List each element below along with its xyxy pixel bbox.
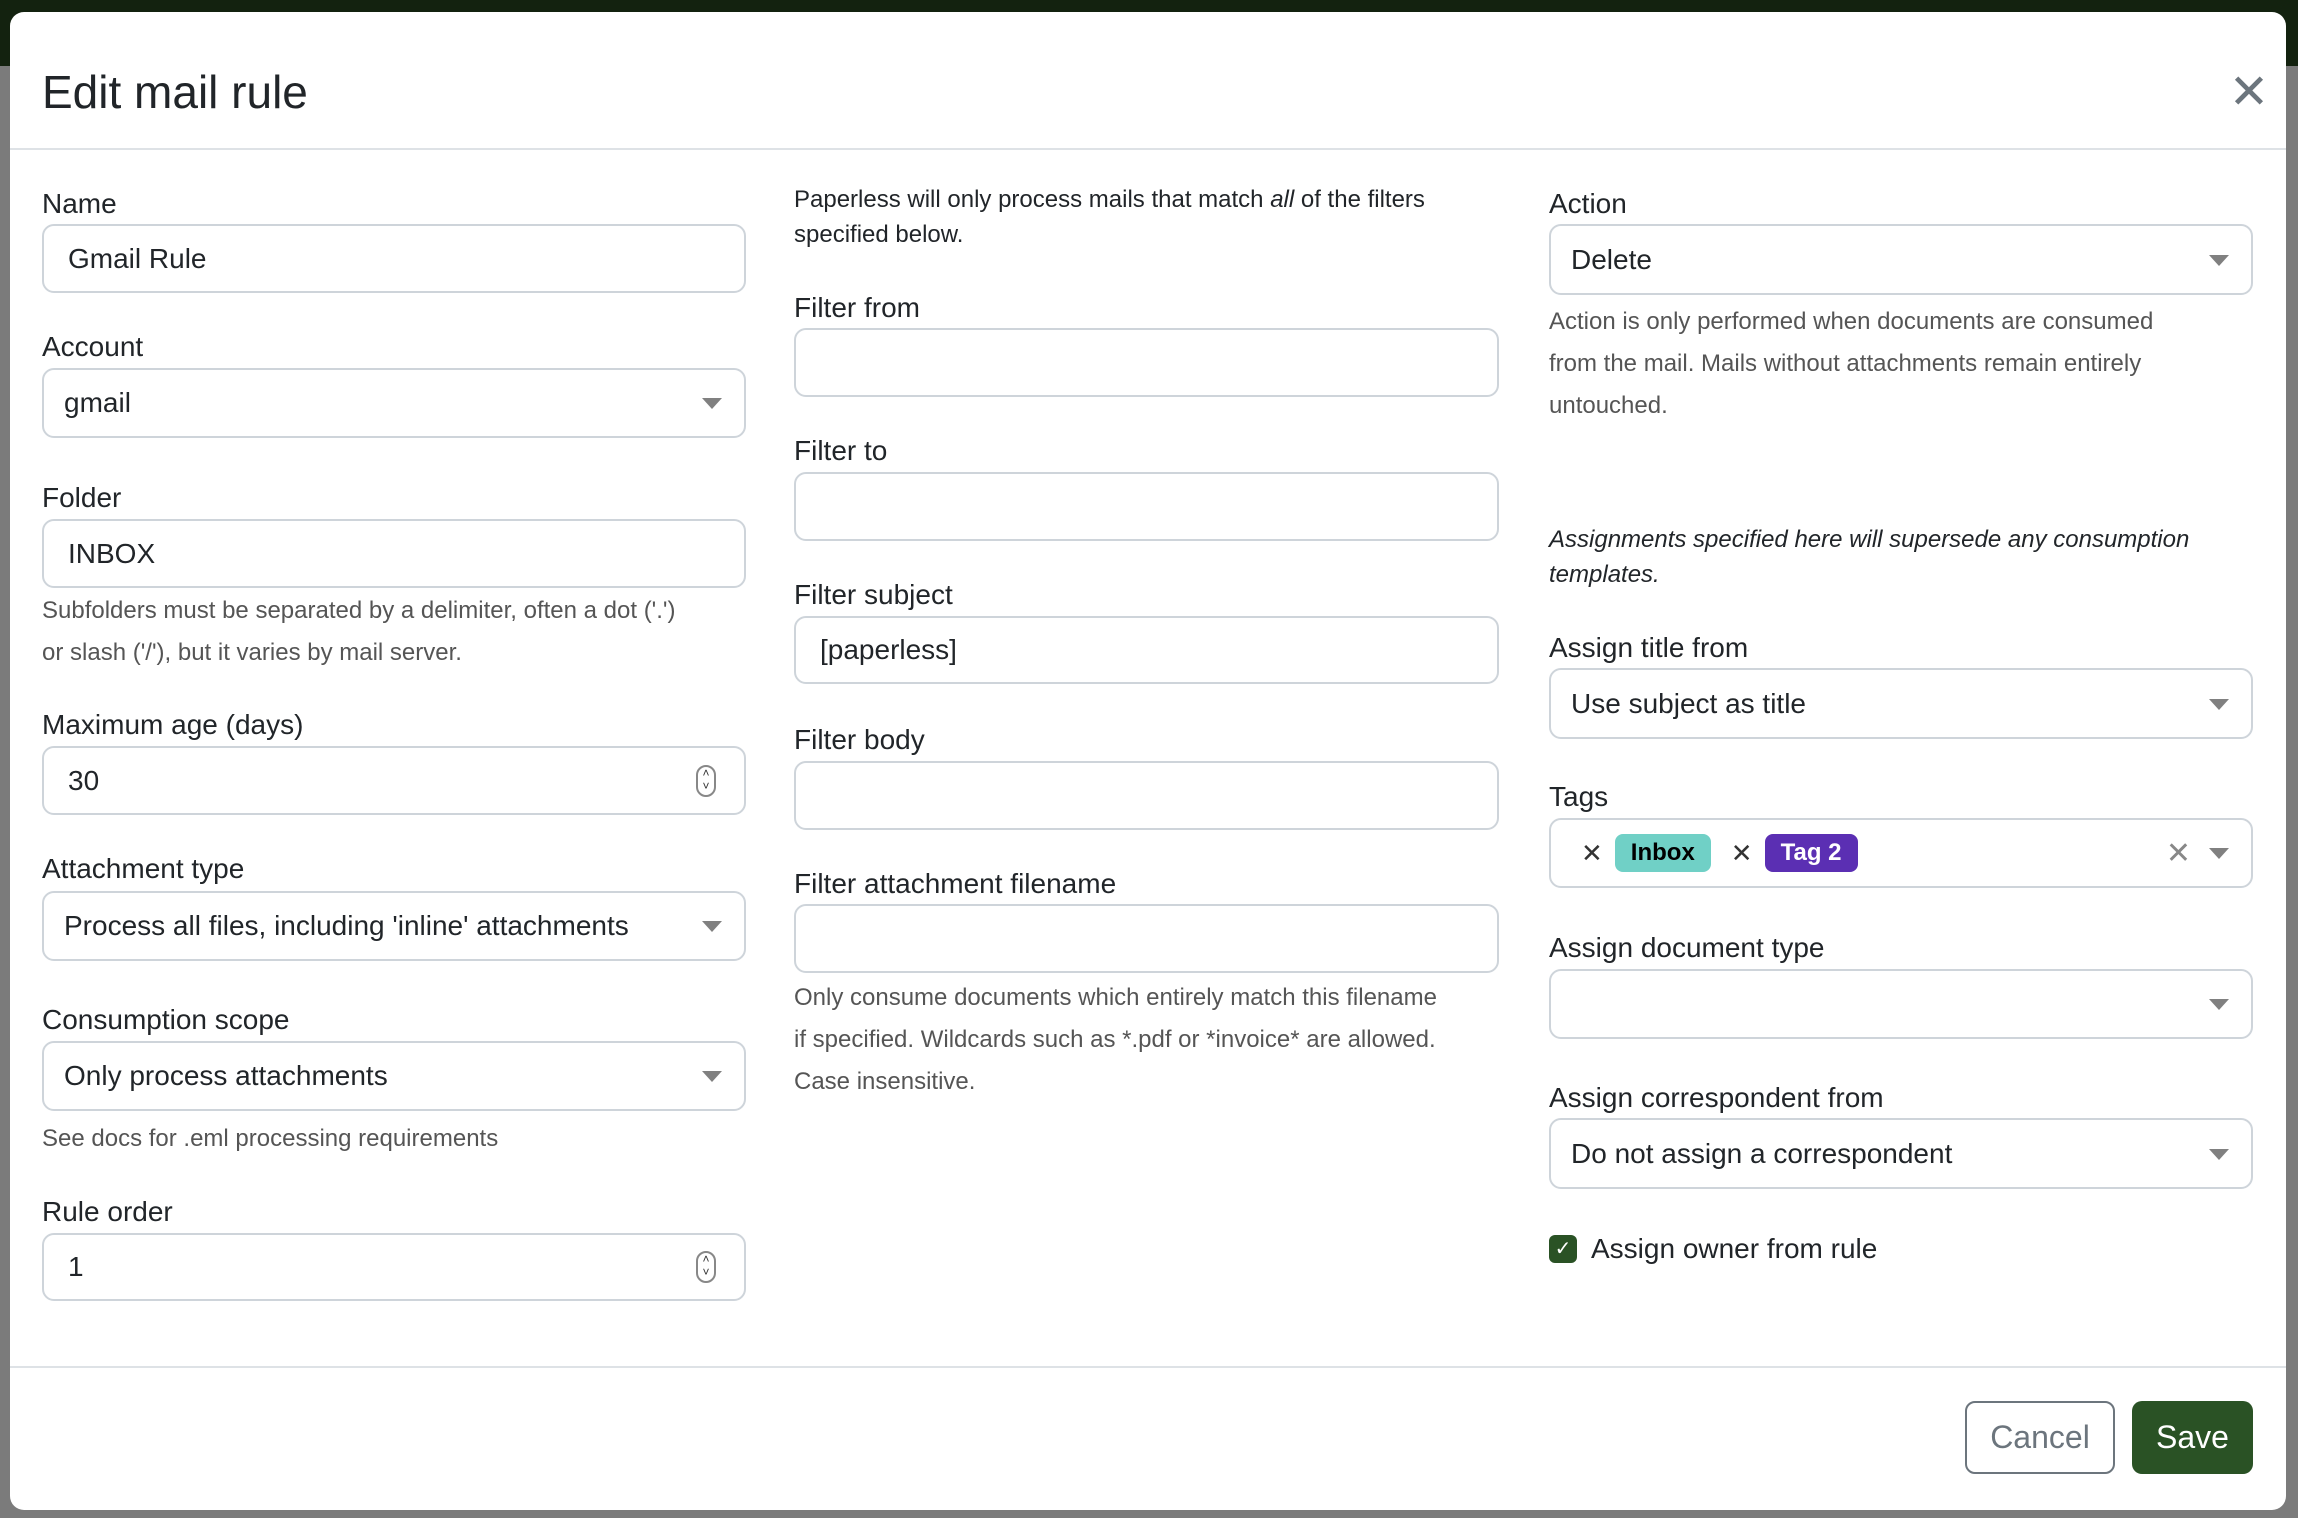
intro-text: of the filters [1294,186,1425,213]
help-line: Only consume documents which entirely ma… [794,984,1437,1011]
filter-body-label: Filter body [794,724,925,755]
tag-inbox: Inbox [1614,834,1711,872]
filter-subject-input[interactable]: [paperless] [794,616,1499,684]
folder-label: Folder [42,482,122,513]
filter-from-label: Filter from [794,292,920,323]
clear-icon[interactable]: ✕ [2165,837,2191,870]
folder-help: Subfolders must be separated by a delimi… [42,590,676,674]
filter-to-input[interactable] [794,472,1499,541]
correspondent-value: Do not assign a correspondent [1571,1137,1953,1169]
filter-to-label: Filter to [794,435,888,466]
footer-divider [10,1366,2286,1368]
name-input[interactable]: Gmail Rule [42,224,746,293]
assignments-note: Assignments specified here will supersed… [1549,522,2189,592]
header-divider [10,148,2286,150]
spinner-icon[interactable]: ˄ ˅ [696,764,716,797]
chevron-down-icon [702,398,722,409]
chevron-down-icon [2209,254,2229,266]
intro-emphasis: all [1270,186,1295,213]
filter-attachment-input[interactable] [794,904,1499,973]
folder-value: INBOX [68,537,156,569]
assign-title-value: Use subject as title [1571,687,1806,719]
max-age-label: Maximum age (days) [42,709,304,740]
folder-input[interactable]: INBOX [42,519,746,588]
consumption-scope-label: Consumption scope [42,1004,290,1035]
rule-order-value: 1 [68,1251,84,1282]
consumption-scope-help: See docs for .eml processing requirement… [42,1125,499,1152]
note-line: templates. [1549,561,1660,588]
intro-text: Paperless will only process mails that m… [794,186,1271,213]
attachment-type-select[interactable]: Process all files, including 'inline' at… [42,891,746,961]
filter-subject-value: [paperless] [820,634,957,665]
chevron-down-icon [702,921,722,932]
remove-tag-icon[interactable]: ✕ [1730,837,1753,868]
filter-attachment-help: Only consume documents which entirely ma… [794,977,1437,1103]
owner-checkbox-row[interactable]: ✓ Assign owner from rule [1549,1233,1877,1265]
doc-type-select[interactable] [1549,969,2253,1039]
max-age-value: 30 [68,764,100,796]
close-icon[interactable]: ✕ [2228,66,2270,119]
correspondent-select[interactable]: Do not assign a correspondent [1549,1118,2253,1189]
assign-title-select[interactable]: Use subject as title [1549,668,2253,739]
help-line: untouched. [1549,392,1668,419]
help-line: Subfolders must be separated by a delimi… [42,597,676,624]
checkbox-checked-icon[interactable]: ✓ [1549,1235,1577,1263]
spinner-icon[interactable]: ˄ ˅ [696,1251,716,1283]
help-line: Action is only performed when documents … [1549,308,2154,335]
cancel-button[interactable]: Cancel [1965,1401,2115,1474]
rule-order-label: Rule order [42,1196,173,1227]
action-value: Delete [1571,243,1652,275]
note-line: Assignments specified here will supersed… [1549,526,2190,553]
attachment-type-label: Attachment type [42,853,245,884]
owner-label: Assign owner from rule [1591,1233,1878,1264]
tag-tag-2: Tag 2 [1764,834,1858,872]
help-line: from the mail. Mails without attachments… [1549,350,2142,377]
help-line: if specified. Wildcards such as *.pdf or… [794,1026,1436,1053]
help-line: or slash ('/'), but it varies by mail se… [42,639,462,666]
filter-subject-label: Filter subject [794,579,953,610]
chevron-down-icon [2209,848,2229,859]
remove-tag-icon[interactable]: ✕ [1581,837,1603,868]
action-select[interactable]: Delete [1549,224,2253,295]
max-age-input[interactable]: 30 ˄ ˅ [42,746,746,815]
save-button[interactable]: Save [2132,1401,2253,1474]
chevron-down-icon [2209,999,2229,1010]
chevron-down-icon [2209,698,2229,710]
rule-order-input[interactable]: 1 ˄ ˅ [42,1233,746,1301]
account-select[interactable]: gmail [42,368,746,438]
tags-select[interactable]: ✕ Inbox ✕ Tag 2 ✕ [1549,818,2253,888]
chevron-down-icon [702,1071,722,1082]
dialog-title: Edit mail rule [42,66,308,118]
chevron-down-icon [2209,1148,2229,1160]
filter-attachment-label: Filter attachment filename [794,868,1117,899]
doc-type-label: Assign document type [1549,932,1825,963]
account-value: gmail [64,387,131,418]
help-line: Case insensitive. [794,1068,976,1095]
filter-body-input[interactable] [794,761,1499,830]
assign-title-label: Assign title from [1549,632,1749,663]
name-value: Gmail Rule [68,242,207,274]
name-label: Name [42,188,117,219]
edit-mail-rule-dialog: Edit mail rule ✕ Name Gmail Rule Account… [10,12,2286,1510]
correspondent-label: Assign correspondent from [1549,1082,1884,1113]
consumption-scope-value: Only process attachments [64,1060,388,1091]
action-label: Action [1549,188,1627,219]
consumption-scope-select[interactable]: Only process attachments [42,1041,746,1111]
filters-intro: Paperless will only process mails that m… [794,182,1425,252]
action-help: Action is only performed when documents … [1549,301,2153,427]
attachment-type-value: Process all files, including 'inline' at… [64,910,629,941]
account-label: Account [42,331,144,362]
intro-text: specified below. [794,221,964,248]
filter-from-input[interactable] [794,328,1499,397]
tags-label: Tags [1549,781,1609,812]
